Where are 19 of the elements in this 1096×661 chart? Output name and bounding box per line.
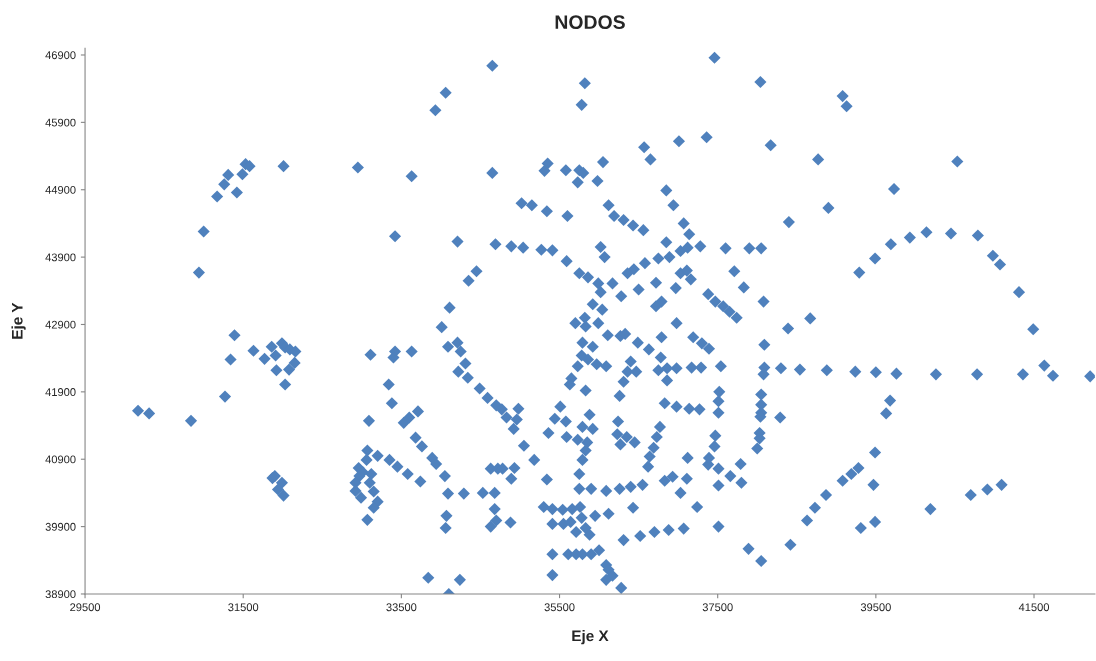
x-tick-label: 35500 [544,603,575,612]
y-tick-label: 40900 [45,455,76,464]
y-tick-label: 39900 [45,522,76,531]
y-axis-title: Eje Y [11,302,26,339]
y-tick-label: 46900 [45,51,76,60]
x-tick-label: 37500 [702,603,733,612]
y-tick-label: 43900 [45,253,76,262]
y-tick-label: 42900 [45,320,76,329]
x-tick-label: 31500 [228,603,259,612]
y-tick-label: 41900 [45,388,76,396]
x-tick-label: 41500 [1018,603,1050,612]
x-tick-label: 29500 [70,603,101,612]
x-tick-label: 33500 [386,603,417,612]
y-tick-label: 45900 [45,118,76,127]
y-tick-label: 38900 [45,590,76,599]
x-axis-title: Eje X [572,630,609,645]
chart-title: NODOS [555,15,625,29]
y-tick-label: 44900 [45,186,76,194]
x-tick-label: 39500 [860,603,891,612]
